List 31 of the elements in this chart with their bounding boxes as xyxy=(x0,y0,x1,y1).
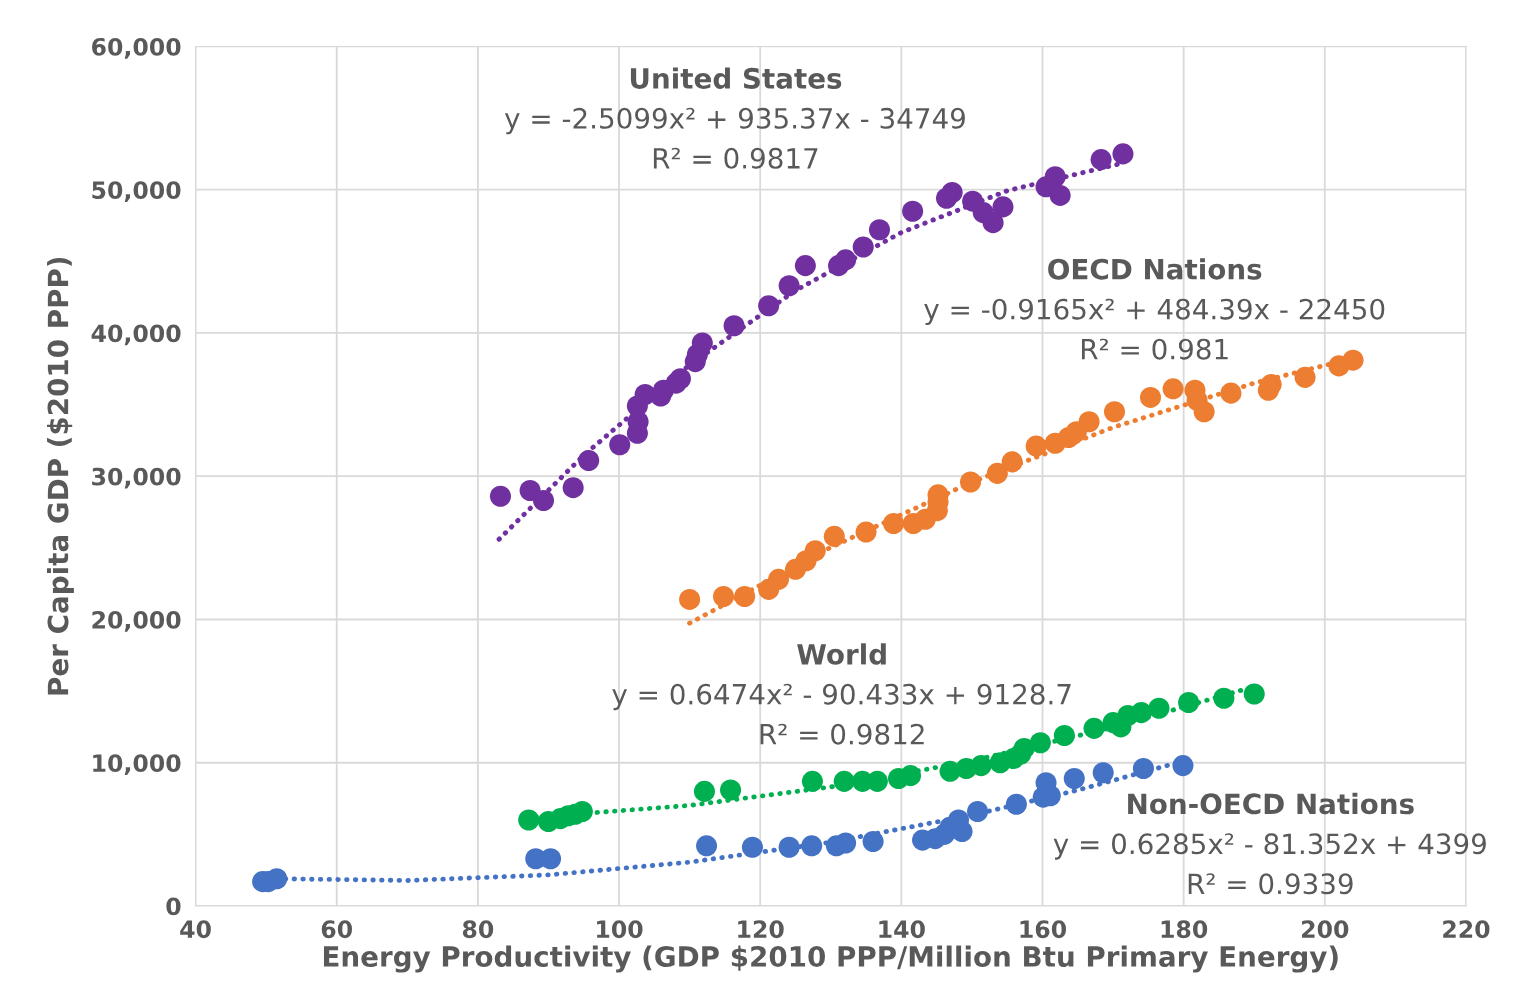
annotation: R² = 0.981 xyxy=(1082,338,1228,360)
annotation: R² = 0.9817 xyxy=(653,147,818,169)
x-tick-label: 120 xyxy=(738,920,784,939)
annotation: y = 0.6474x² - 90.433x + 9128.7 xyxy=(612,683,1071,711)
x-tick-label: 40 xyxy=(180,920,211,939)
x-tick-label: 220 xyxy=(1443,920,1490,939)
y-axis-title: Per Capita GDP ($2010 PPP) xyxy=(47,257,74,695)
x-tick-label: 140 xyxy=(879,920,925,939)
x-tick-label: 80 xyxy=(462,920,494,939)
annotation: R² = 0.9339 xyxy=(1188,873,1353,895)
annotation: Non-OECD Nations xyxy=(1128,792,1414,815)
x-tick-label: 200 xyxy=(1302,920,1349,939)
x-tick-label: 60 xyxy=(321,920,353,939)
x-tick-label: 160 xyxy=(1020,920,1067,939)
y-tick-label: 20,000 xyxy=(92,610,181,632)
annotation: y = -0.9165x² + 484.39x - 22450 xyxy=(924,298,1385,326)
annotation: y = -2.5099x² + 935.37x - 34749 xyxy=(504,107,965,135)
annotation: United States xyxy=(630,67,842,89)
annotation: y = 0.6285x² - 81.352x + 4399 xyxy=(1053,833,1486,860)
y-tick-label: 10,000 xyxy=(93,754,181,776)
y-tick-label: 50,000 xyxy=(92,181,181,203)
annotation: OECD Nations xyxy=(1048,258,1262,280)
y-tick-label: 40,000 xyxy=(91,324,181,346)
y-tick-label: 0 xyxy=(166,897,181,916)
y-tick-label: 60,000 xyxy=(92,37,181,59)
y-tick-label: 30,000 xyxy=(92,467,181,489)
annotation: World xyxy=(797,643,886,665)
annotation: R² = 0.9812 xyxy=(760,723,924,745)
x-tick-label: 100 xyxy=(597,920,643,939)
x-tick-label: 180 xyxy=(1161,920,1208,939)
x-axis-title: Energy Productivity (GDP $2010 PPP/Million Btu Primary Energy) xyxy=(323,945,1338,973)
